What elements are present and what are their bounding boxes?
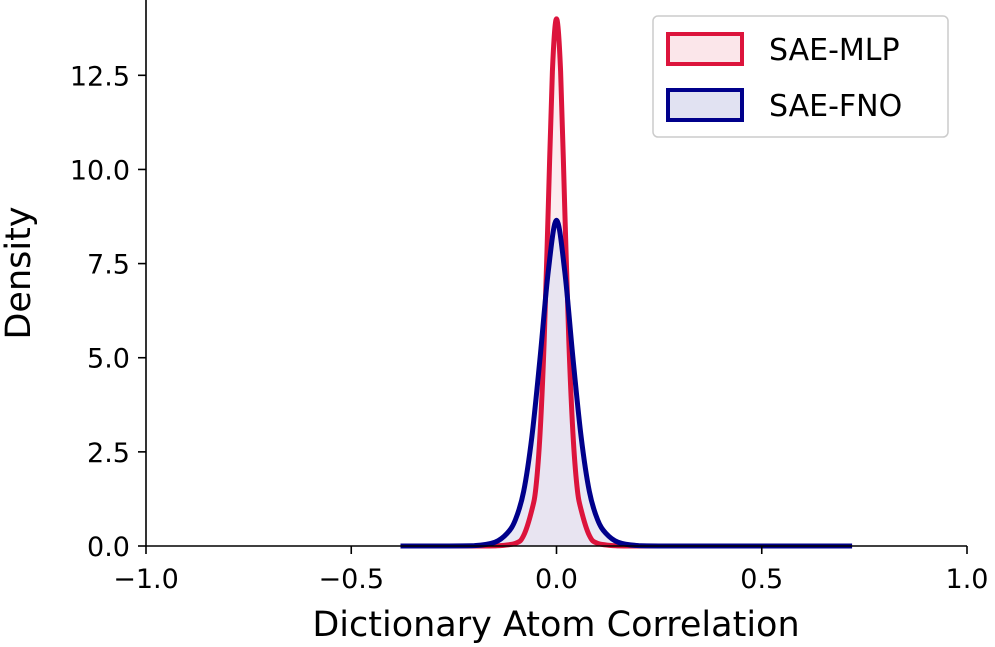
y-tick-label: 0.0 [87, 532, 130, 563]
series-line-sae-fno [400, 217, 853, 549]
y-tick-label: 7.5 [87, 250, 130, 281]
y-axis-label: Density [0, 206, 39, 339]
legend-swatch-sae-mlp [666, 32, 744, 66]
x-axis-label: Dictionary Atom Correlation [312, 605, 799, 645]
y-ticks: 0.0 2.5 5.0 7.5 10.0 12.5 [70, 61, 146, 563]
legend-label-sae-mlp: SAE-MLP [769, 33, 900, 68]
y-tick-label: 5.0 [87, 344, 130, 375]
y-tick-label: 10.0 [70, 155, 130, 186]
x-tick-label: 0.5 [740, 564, 783, 595]
legend-label-sae-fno: SAE-FNO [769, 89, 902, 124]
x-tick-label: 1.0 [946, 564, 989, 595]
x-tick-label: 0.0 [535, 564, 578, 595]
legend-swatch-sae-fno [666, 88, 744, 122]
x-ticks: −1.0 −0.5 0.0 0.5 1.0 [113, 546, 988, 595]
x-tick-label: −0.5 [318, 564, 384, 595]
x-tick-label: −1.0 [113, 564, 179, 595]
y-tick-label: 12.5 [70, 61, 130, 92]
y-tick-label: 2.5 [87, 438, 130, 469]
legend: SAE-MLP SAE-FNO [652, 15, 949, 138]
series-fill-sae-fno [400, 220, 853, 546]
